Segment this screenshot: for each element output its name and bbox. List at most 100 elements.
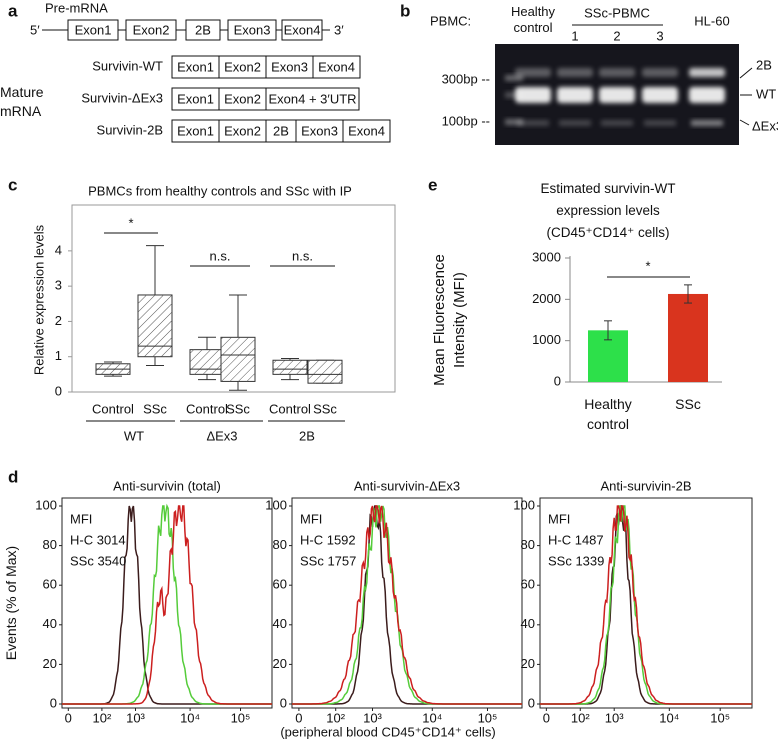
transcript-name: Survivin-ΔEx3 <box>81 90 163 105</box>
x-tick-label: 10⁵ <box>710 710 730 725</box>
y-tick-label: 20 <box>273 656 287 671</box>
y-tick-label: 0 <box>280 695 287 710</box>
y-tick-label: 100 <box>265 497 287 512</box>
exon-label: Exon1 <box>177 59 214 74</box>
y-axis-label-box: Mean Fluorescence Intensity (MFI) <box>431 254 468 386</box>
marker-label: 300bp -- <box>442 71 490 86</box>
gel-band <box>515 68 551 77</box>
x-tick-label: SSc <box>675 396 701 412</box>
pre-mrna-title: Pre-mRNA <box>45 0 108 15</box>
y-tick-label: 40 <box>521 616 535 631</box>
gel-band <box>601 120 633 126</box>
bar <box>668 293 708 382</box>
mfi-label: SSc 1757 <box>300 553 356 568</box>
box-hatch <box>308 360 342 384</box>
x-tick-label: SSc <box>313 401 337 416</box>
ladder-band <box>505 75 523 81</box>
y-tick-label: 3 <box>55 278 62 293</box>
y-tick-label: 2000 <box>532 291 561 306</box>
gel-band <box>515 87 551 103</box>
gel-band <box>691 120 723 126</box>
panel-label: a <box>8 1 18 20</box>
band-pointer <box>739 67 753 79</box>
y-tick-label: 100 <box>513 497 535 512</box>
mfi-label: MFI <box>70 511 92 526</box>
lane-group-label: SSc-PBMC <box>584 5 650 20</box>
gel-band <box>557 87 593 103</box>
gel-band <box>689 68 725 77</box>
x-tick-label: 10² <box>326 710 345 725</box>
transcript-name: Survivin-2B <box>97 122 163 137</box>
exon-label: Exon2 <box>224 123 261 138</box>
gel-band <box>689 87 725 103</box>
three-prime: 3′ <box>334 22 344 37</box>
lane-label: HL-60 <box>694 13 729 28</box>
lane-label-box: Healthy control <box>511 4 555 35</box>
plot-title: Anti-survivin (total) <box>113 478 221 493</box>
y-tick-label: 20 <box>43 656 57 671</box>
mfi-label: H-C 1487 <box>548 532 604 547</box>
mfi-label: MFI <box>300 511 322 526</box>
x-axis-label: (peripheral blood CD45⁺CD14⁺ cells) <box>280 724 495 739</box>
mfi-label: SSc 3540 <box>70 553 126 568</box>
y-tick-label: 20 <box>521 656 535 671</box>
y-tick-label: 40 <box>273 616 287 631</box>
panel-label: e <box>428 175 437 194</box>
y-tick-label: 3000 <box>532 249 561 264</box>
exon-label: Exon1 <box>177 91 214 106</box>
histogram-curve <box>62 505 272 705</box>
y-tick-label: 0 <box>554 373 561 388</box>
x-tick-label: 10⁴ <box>422 710 442 725</box>
y-tick-label: 4 <box>55 242 62 257</box>
x-tick-label: 10⁴ <box>659 710 679 725</box>
y-axis-label-box: Events (% of Max) <box>3 545 19 661</box>
panel-label: d <box>8 467 18 486</box>
exon-label: Exon4 + 3′UTR <box>268 91 356 106</box>
gel-band <box>644 120 676 126</box>
y-tick-label: 80 <box>273 537 287 552</box>
x-tick-label: Control <box>92 401 134 416</box>
group-label: WT <box>124 428 144 443</box>
exon-label: Exon2 <box>133 22 170 37</box>
y-tick-label: 0 <box>50 695 57 710</box>
y-tick-label: 80 <box>521 537 535 552</box>
y-tick-label: 1 <box>55 348 62 363</box>
band-label: WT <box>756 86 776 101</box>
y-axis-label: Relative expression levels <box>31 224 46 375</box>
exon-label: Exon3 <box>234 22 271 37</box>
y-tick-label: 100 <box>35 497 57 512</box>
x-tick-label: 0 <box>295 710 302 725</box>
x-tick-label-box: SSc <box>675 396 701 412</box>
x-tick-label: 10² <box>93 710 112 725</box>
plot-title: Anti-survivin-2B <box>600 478 691 493</box>
x-tick-label: 0 <box>65 710 72 725</box>
significance-label: n.s. <box>292 248 313 263</box>
y-tick-label: 40 <box>43 616 57 631</box>
y-tick-label: 60 <box>521 577 535 592</box>
y-axis-label: Mean Fluorescence Intensity (MFI) <box>431 254 468 386</box>
x-tick-label: Control <box>186 401 228 416</box>
box-hatch <box>190 349 224 375</box>
x-tick-label: Healthy control <box>584 396 632 432</box>
exon-label: Exon3 <box>301 123 338 138</box>
x-tick-label: 0 <box>543 710 550 725</box>
row-label: PBMC: <box>430 13 471 28</box>
significance-label: * <box>645 258 650 273</box>
y-tick-label: 1000 <box>532 332 561 347</box>
plot-frame <box>291 497 523 709</box>
exon-label: Exon1 <box>75 22 112 37</box>
exon-label: Exon2 <box>224 91 261 106</box>
gel-band <box>599 87 635 103</box>
histogram-curve <box>292 505 522 705</box>
panel-label: c <box>8 175 17 194</box>
x-tick-label: 10⁴ <box>180 710 200 725</box>
mature-title: Mature mRNA <box>0 84 44 119</box>
plot-frame <box>539 497 753 709</box>
exon-box <box>342 119 391 143</box>
gel-band <box>599 68 635 77</box>
y-axis-label: Events (% of Max) <box>3 545 19 661</box>
x-tick-label: 10³ <box>126 710 145 725</box>
gel-band <box>642 68 678 77</box>
x-tick-label: SSc <box>226 401 250 416</box>
